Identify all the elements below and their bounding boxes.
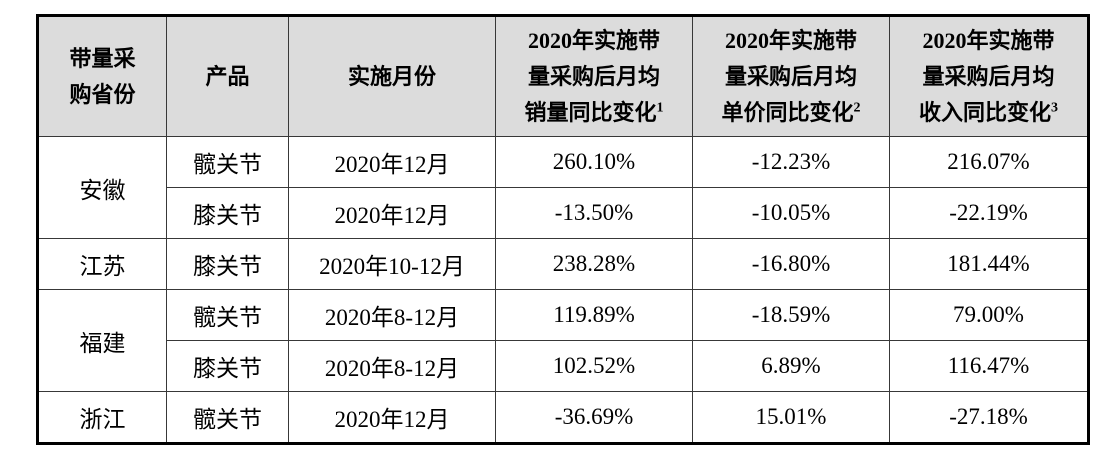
header-line: 单价同比变化2 bbox=[694, 95, 889, 131]
header-line: 销量同比变化1 bbox=[497, 95, 692, 131]
header-line: 2020年实施带 bbox=[922, 27, 1055, 53]
footnote-marker-3: 3 bbox=[1051, 100, 1058, 116]
procurement-impact-table-container: 带量采 购省份 产品 实施月份 2020年实施带 量采购后月均 销量同比变化1 … bbox=[36, 14, 1090, 445]
cell-product: 髋关节 bbox=[166, 391, 289, 444]
header-cell-product: 产品 bbox=[166, 15, 289, 137]
header-cell-revenue-change: 2020年实施带 量采购后月均 收入同比变化3 bbox=[889, 15, 1089, 137]
cell-revenue-change: 181.44% bbox=[889, 238, 1089, 290]
cell-price-change: 6.89% bbox=[692, 340, 890, 392]
header-line: 2020年实施带 bbox=[724, 27, 857, 53]
cell-price-change: -12.23% bbox=[692, 136, 890, 188]
cell-sales-change: 102.52% bbox=[495, 340, 693, 392]
cell-province: 浙江 bbox=[37, 391, 167, 444]
cell-price-change: 15.01% bbox=[692, 391, 890, 444]
cell-product: 膝关节 bbox=[166, 238, 289, 290]
cell-revenue-change: 116.47% bbox=[889, 340, 1089, 392]
cell-price-change: -18.59% bbox=[692, 289, 890, 341]
header-line: 量采购后月均 bbox=[922, 63, 1055, 89]
header-line: 产品 bbox=[205, 63, 250, 89]
cell-province: 安徽 bbox=[37, 136, 167, 239]
cell-month: 2020年12月 bbox=[288, 391, 496, 444]
cell-product: 髋关节 bbox=[166, 136, 289, 188]
cell-province: 福建 bbox=[37, 289, 167, 392]
header-line: 实施月份 bbox=[347, 63, 436, 89]
cell-revenue-change: 79.00% bbox=[889, 289, 1089, 341]
cell-month: 2020年8-12月 bbox=[288, 340, 496, 392]
cell-price-change: -16.80% bbox=[692, 238, 890, 290]
header-row: 带量采 购省份 产品 实施月份 2020年实施带 量采购后月均 销量同比变化1 … bbox=[37, 15, 1089, 137]
header-line: 量采购后月均 bbox=[527, 63, 660, 89]
header-line: 量采购后月均 bbox=[724, 63, 857, 89]
cell-revenue-change: -27.18% bbox=[889, 391, 1089, 444]
table-row: 浙江 髋关节 2020年12月 -36.69% 15.01% -27.18% bbox=[37, 391, 1089, 444]
cell-month: 2020年10-12月 bbox=[288, 238, 496, 290]
cell-product: 膝关节 bbox=[166, 340, 289, 392]
header-cell-price-change: 2020年实施带 量采购后月均 单价同比变化2 bbox=[692, 15, 890, 137]
procurement-impact-table: 带量采 购省份 产品 实施月份 2020年实施带 量采购后月均 销量同比变化1 … bbox=[36, 14, 1090, 445]
header-line-text: 单价同比变化 bbox=[721, 99, 854, 125]
header-cell-sales-change: 2020年实施带 量采购后月均 销量同比变化1 bbox=[495, 15, 693, 137]
header-line: 带量采 bbox=[69, 45, 136, 71]
cell-sales-change: -36.69% bbox=[495, 391, 693, 444]
header-line: 收入同比变化3 bbox=[891, 95, 1088, 131]
footnote-marker-1: 1 bbox=[656, 100, 664, 116]
cell-product: 膝关节 bbox=[166, 187, 289, 239]
header-line-text: 销量同比变化 bbox=[524, 99, 657, 125]
header-cell-month: 实施月份 bbox=[288, 15, 496, 137]
header-line: 购省份 bbox=[69, 81, 136, 107]
header-line: 2020年实施带 bbox=[527, 27, 660, 53]
cell-sales-change: 119.89% bbox=[495, 289, 693, 341]
table-row: 膝关节 2020年12月 -13.50% -10.05% -22.19% bbox=[38, 187, 1089, 239]
table-row: 江苏 膝关节 2020年10-12月 238.28% -16.80% 181.4… bbox=[37, 238, 1089, 290]
cell-sales-change: 238.28% bbox=[495, 238, 693, 290]
cell-revenue-change: -22.19% bbox=[889, 187, 1089, 239]
table-row: 福建 髋关节 2020年8-12月 119.89% -18.59% 79.00% bbox=[37, 289, 1089, 392]
cell-sales-change: 260.10% bbox=[495, 136, 693, 188]
header-line-text: 收入同比变化 bbox=[918, 99, 1051, 125]
cell-sales-change: -13.50% bbox=[495, 187, 693, 239]
table-row: 膝关节 2020年8-12月 102.52% 6.89% 116.47% bbox=[38, 340, 1089, 392]
cell-price-change: -10.05% bbox=[692, 187, 890, 239]
cell-month: 2020年8-12月 bbox=[288, 289, 496, 341]
cell-month: 2020年12月 bbox=[288, 187, 496, 239]
cell-product: 髋关节 bbox=[166, 289, 289, 341]
cell-revenue-change: 216.07% bbox=[889, 136, 1089, 188]
table-row: 安徽 髋关节 2020年12月 260.10% -12.23% 216.07% bbox=[37, 136, 1089, 239]
header-cell-province: 带量采 购省份 bbox=[37, 15, 167, 137]
footnote-marker-2: 2 bbox=[853, 100, 861, 116]
cell-province: 江苏 bbox=[37, 238, 167, 290]
cell-month: 2020年12月 bbox=[288, 136, 496, 188]
